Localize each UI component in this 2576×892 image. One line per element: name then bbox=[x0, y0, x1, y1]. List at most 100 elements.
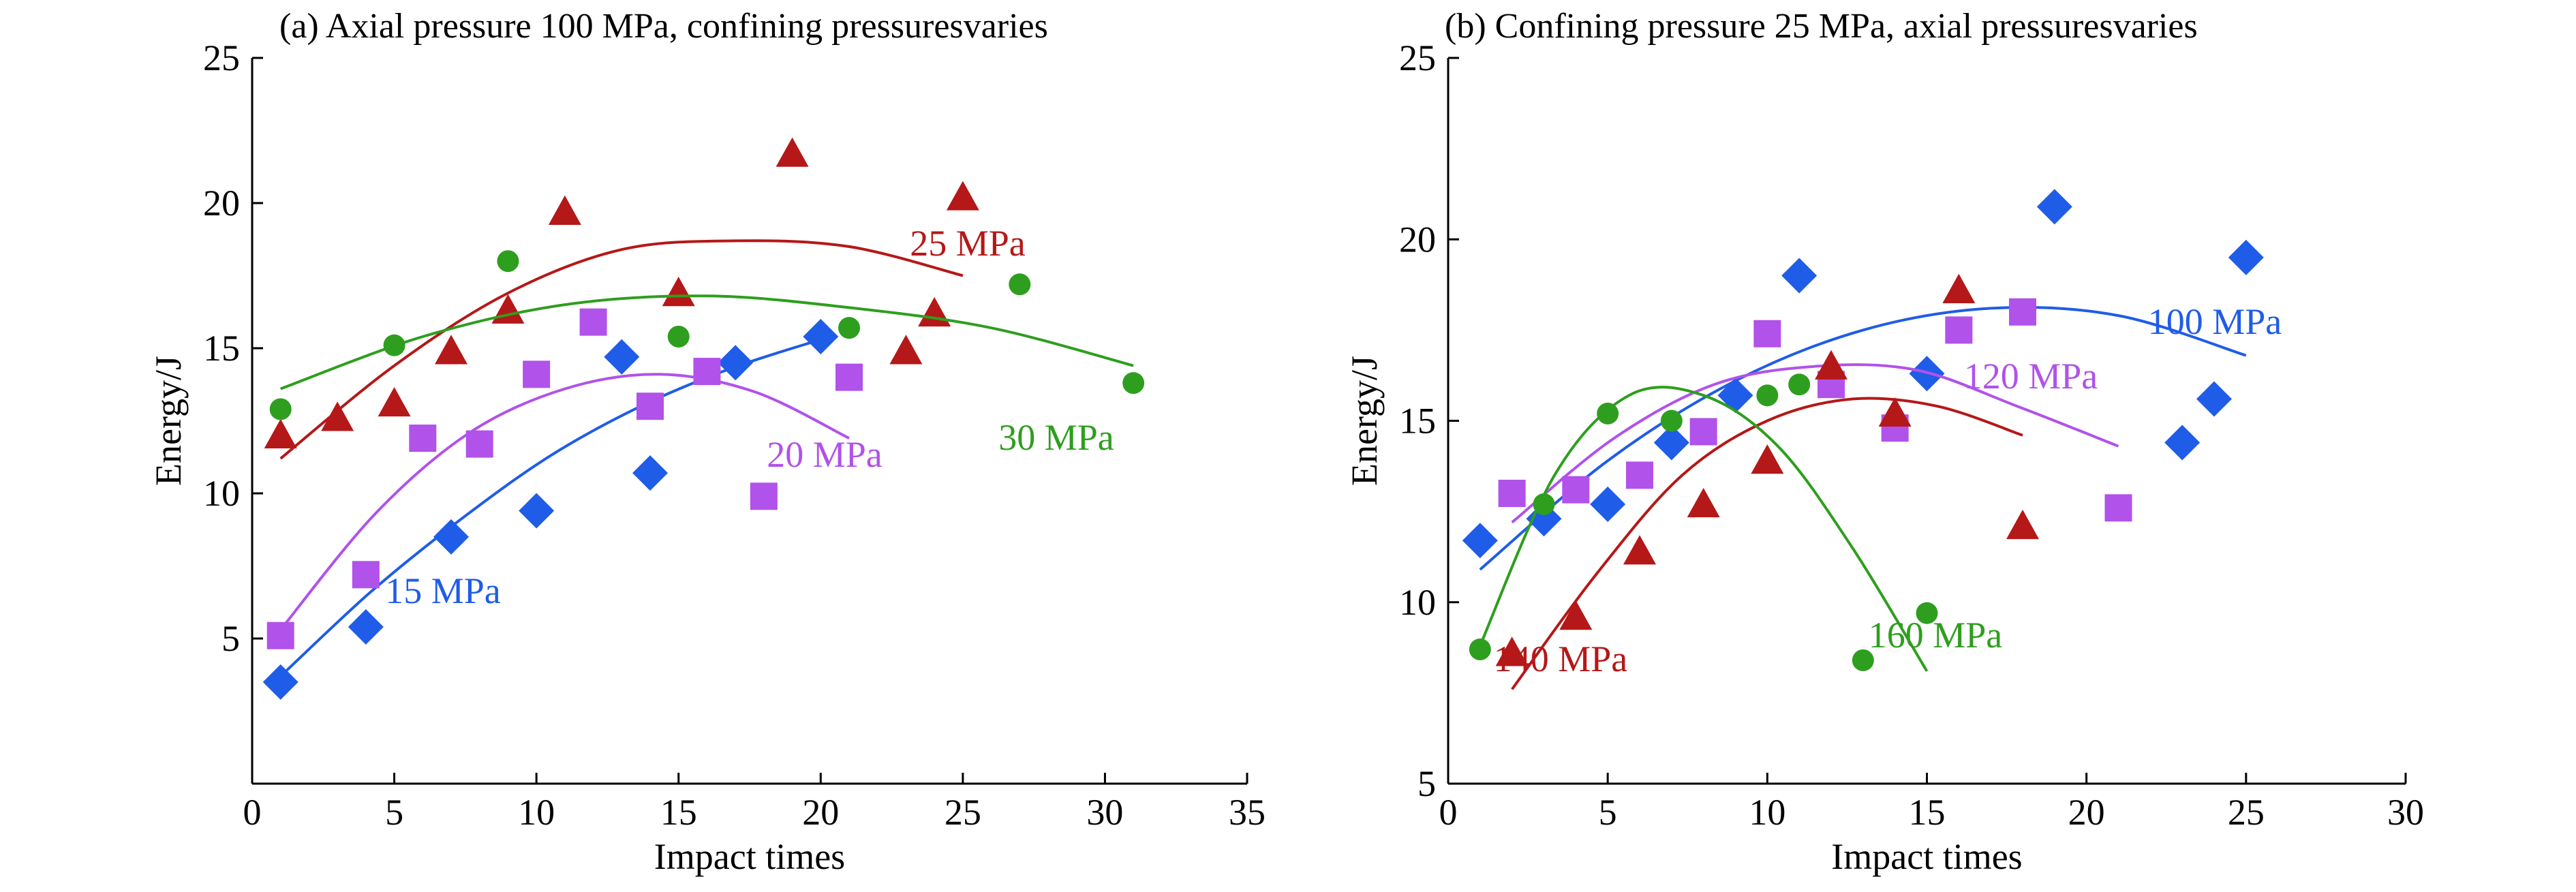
data-point-square bbox=[1753, 320, 1781, 348]
data-point-diamond bbox=[1590, 486, 1626, 522]
series-25-mpa: 25 MPa bbox=[264, 137, 1026, 460]
data-point-triangle bbox=[1751, 444, 1784, 474]
data-point-circle bbox=[1660, 410, 1683, 432]
x-tick-label: 25 bbox=[945, 792, 981, 833]
y-axis-label: Energy/J bbox=[148, 356, 189, 486]
data-point-triangle bbox=[1942, 273, 1976, 303]
series-label: 15 MPa bbox=[385, 570, 501, 611]
data-point-diamond bbox=[2228, 239, 2264, 275]
y-tick-label: 5 bbox=[221, 618, 240, 659]
x-tick-label: 30 bbox=[1086, 792, 1123, 833]
y-tick-label: 15 bbox=[1399, 401, 1436, 442]
data-point-square bbox=[465, 430, 493, 458]
series-140-mpa: 140 MPa bbox=[1494, 273, 2039, 690]
data-point-triangle bbox=[889, 335, 923, 365]
x-tick-label: 10 bbox=[1749, 792, 1785, 833]
data-point-triangle bbox=[946, 181, 979, 211]
series-120-mpa: 120 MPa bbox=[1498, 298, 2132, 524]
data-point-square bbox=[523, 360, 551, 388]
data-point-circle bbox=[1122, 372, 1145, 395]
data-point-diamond bbox=[2164, 425, 2201, 461]
fit-curve bbox=[280, 294, 1134, 390]
data-point-triangle bbox=[1495, 636, 1529, 666]
data-point-diamond bbox=[632, 455, 668, 491]
data-point-triangle bbox=[378, 386, 411, 417]
data-point-circle bbox=[1756, 384, 1779, 407]
data-point-square bbox=[693, 358, 721, 386]
x-axis-label: Impact times bbox=[654, 836, 845, 877]
fit-curve bbox=[1511, 397, 2023, 690]
data-point-square bbox=[579, 308, 607, 336]
data-point-circle bbox=[1852, 649, 1874, 671]
data-point-diamond bbox=[348, 609, 384, 645]
x-tick-label: 0 bbox=[243, 792, 262, 833]
data-point-circle bbox=[667, 325, 690, 348]
data-point-triangle bbox=[435, 335, 467, 365]
data-point-triangle bbox=[1687, 487, 1720, 518]
y-tick-label: 20 bbox=[203, 183, 240, 224]
data-point-triangle bbox=[1623, 535, 1656, 565]
data-point-square bbox=[1689, 418, 1717, 446]
data-point-diamond bbox=[262, 664, 298, 700]
y-tick-label: 25 bbox=[203, 37, 240, 78]
x-tick-label: 30 bbox=[2387, 792, 2424, 833]
data-point-triangle bbox=[1815, 350, 1847, 380]
series-15-mpa: 15 MPa bbox=[262, 318, 839, 700]
x-tick-label: 25 bbox=[2228, 792, 2265, 833]
data-point-square bbox=[1626, 461, 1653, 489]
data-point-circle bbox=[1916, 602, 1938, 624]
x-tick-label: 15 bbox=[1909, 792, 1946, 833]
data-point-diamond bbox=[519, 493, 555, 529]
y-tick-label: 10 bbox=[1399, 582, 1436, 623]
data-point-diamond bbox=[2036, 189, 2072, 225]
data-point-circle bbox=[1009, 273, 1031, 296]
data-point-diamond bbox=[718, 345, 754, 381]
data-point-square bbox=[750, 482, 778, 510]
data-point-square bbox=[352, 561, 380, 589]
data-point-diamond bbox=[1653, 425, 1689, 461]
fit-curve bbox=[279, 373, 850, 631]
chart-title: (b) Confining pressure 25 MPa, axial pre… bbox=[1445, 7, 2198, 46]
series-label: 100 MPa bbox=[2148, 301, 2282, 342]
x-tick-label: 15 bbox=[660, 792, 697, 833]
data-point-triangle bbox=[776, 137, 809, 167]
fit-curve bbox=[279, 239, 964, 460]
data-point-circle bbox=[838, 317, 860, 339]
series-20-mpa: 20 MPa bbox=[266, 308, 883, 649]
chart-a: (a) Axial pressure 100 MPa, confining pr… bbox=[148, 7, 1266, 877]
data-point-triangle bbox=[2006, 509, 2039, 540]
y-tick-label: 25 bbox=[1399, 37, 1436, 78]
data-point-square bbox=[637, 393, 664, 420]
data-point-diamond bbox=[803, 318, 839, 354]
data-point-triangle bbox=[662, 277, 695, 307]
data-point-diamond bbox=[433, 519, 469, 555]
y-axis-label: Energy/J bbox=[1344, 356, 1385, 486]
x-tick-label: 5 bbox=[385, 792, 403, 833]
data-point-triangle bbox=[264, 418, 297, 448]
series-160-mpa: 160 MPa bbox=[1469, 373, 2002, 672]
data-point-circle bbox=[1533, 493, 1555, 515]
series-30-mpa: 30 MPa bbox=[269, 250, 1145, 458]
y-tick-label: 20 bbox=[1399, 219, 1436, 260]
data-point-circle bbox=[1469, 638, 1491, 660]
data-point-triangle bbox=[1559, 600, 1593, 630]
data-point-circle bbox=[269, 398, 292, 420]
data-point-square bbox=[2009, 298, 2036, 326]
data-point-diamond bbox=[1781, 258, 1818, 294]
data-point-diamond bbox=[2196, 381, 2232, 417]
x-tick-label: 10 bbox=[518, 792, 555, 833]
data-point-circle bbox=[497, 250, 519, 273]
series-100-mpa: 100 MPa bbox=[1462, 189, 2282, 571]
series-label: 20 MPa bbox=[767, 434, 883, 475]
data-point-square bbox=[1945, 316, 1973, 344]
x-axis-label: Impact times bbox=[1831, 836, 2022, 877]
data-point-diamond bbox=[604, 339, 640, 375]
fit-curve bbox=[1511, 363, 2119, 524]
series-label: 140 MPa bbox=[1494, 639, 1628, 679]
data-point-square bbox=[1498, 480, 1526, 507]
data-point-circle bbox=[383, 334, 405, 356]
x-tick-label: 35 bbox=[1229, 792, 1266, 833]
chart-b: (b) Confining pressure 25 MPa, axial pre… bbox=[1344, 7, 2424, 877]
series-label: 25 MPa bbox=[910, 223, 1026, 264]
